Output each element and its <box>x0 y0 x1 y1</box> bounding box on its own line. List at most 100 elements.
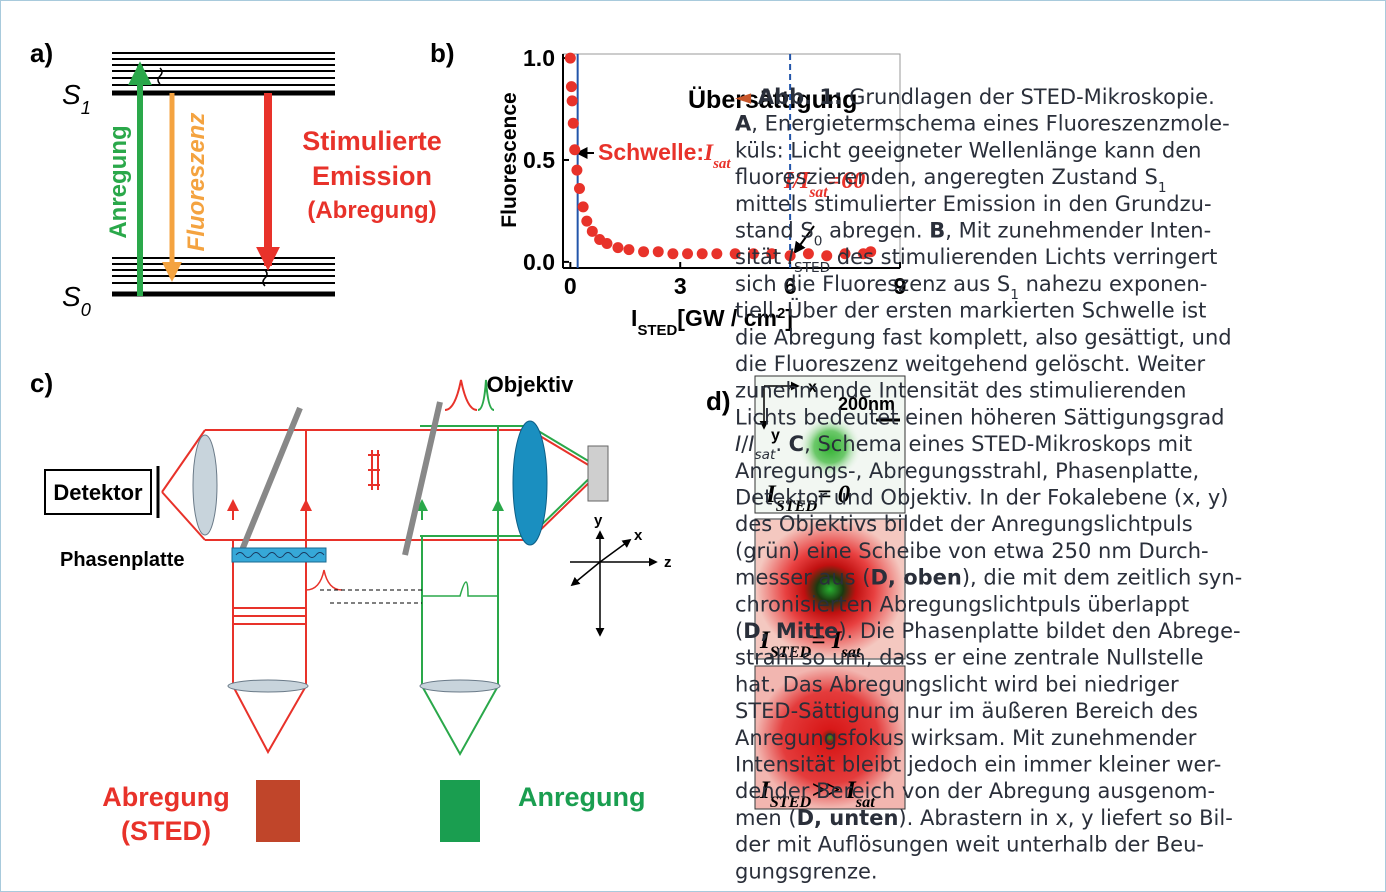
x-tick-label: 3 <box>674 273 687 299</box>
text-run: die Fluoreszenz weitgehend gelöscht. Wei… <box>735 352 1206 376</box>
y-tick-label: 1.0 <box>523 45 555 71</box>
text-run: 0 <box>814 234 823 250</box>
text-run: D, Mitte <box>743 619 838 643</box>
text-run: fluoreszierenden, angeregten Zustand S <box>735 165 1158 189</box>
caption-line: Intensität bleibt jedoch ein immer klein… <box>735 753 1221 777</box>
text-run: sat <box>712 156 731 172</box>
y-tick-label: 0.0 <box>523 249 555 275</box>
text-run: , Mit zunehmender Inten- <box>945 219 1211 243</box>
text-run: Grundlagen der STED-Mikroskopie. <box>842 85 1214 109</box>
text-run: chronisierten Abregungslichtpuls überlap… <box>735 592 1189 616</box>
caption-line: des Objektivs bildet der Anregungslichtp… <box>735 512 1193 536</box>
sted-laser <box>256 780 300 842</box>
caption-line: Detektor und Objektiv. In der Fokalebene… <box>735 486 1229 510</box>
caption-line: strahl so um, dass er eine zentrale Null… <box>735 646 1204 670</box>
caption-line: A, Energietermschema eines Fluoreszenzmo… <box>735 112 1230 136</box>
lens <box>420 680 500 692</box>
text-run: Schwelle: <box>598 139 704 165</box>
text-run: messer aus ( <box>735 566 870 590</box>
text-run: ), die mit dem zeitlich syn- <box>962 566 1242 590</box>
arrow-label: Stimulierte <box>302 126 442 156</box>
objective-lens <box>513 421 547 545</box>
text-run: men ( <box>735 806 797 830</box>
text-run: hat. Das Abregungslicht wird bei niedrig… <box>735 672 1179 696</box>
y-axis-label: Fluorescence <box>498 92 521 227</box>
caption-line: Anregungsfokus wirksam. Mit zunehmender <box>735 726 1197 750</box>
lens <box>193 435 217 535</box>
text-run: Intensität bleibt jedoch ein immer klein… <box>735 753 1221 777</box>
data-point <box>638 246 649 257</box>
data-point <box>697 248 708 259</box>
sample <box>588 446 608 501</box>
axis-label: y <box>594 512 603 529</box>
text-run: strahl so um, dass er eine zentrale Null… <box>735 646 1204 670</box>
text-run: . <box>775 432 788 456</box>
data-point <box>711 248 722 259</box>
data-point <box>653 246 664 257</box>
caption-line: zunehmende Intensität des stimulierenden <box>735 379 1186 403</box>
data-point <box>601 238 612 249</box>
data-point <box>612 242 623 253</box>
text-run: STED <box>637 322 677 339</box>
caption-line: die Fluoreszenz weitgehend gelöscht. Wei… <box>735 352 1206 376</box>
text-run: ( <box>735 619 743 643</box>
data-point <box>565 53 576 64</box>
data-point <box>623 244 634 255</box>
data-point <box>566 81 577 92</box>
text-run: die Abregung fast komplett, also gesätti… <box>735 325 1232 349</box>
text-run: ). Abrastern in x, y liefert so Bil- <box>898 806 1232 830</box>
laser-label: (STED) <box>121 816 211 846</box>
text-run: D, unten <box>797 806 899 830</box>
text-run: ). Die Phasenplatte bildet den Abrege- <box>838 619 1240 643</box>
text-run: B <box>929 219 945 243</box>
panel-label: a) <box>30 38 53 68</box>
caption-line: Lichts bedeutet einen höheren Sättigungs… <box>735 405 1224 429</box>
text-run: zunehmende Intensität des stimulierenden <box>735 379 1186 403</box>
text-run: nahezu exponen- <box>1019 272 1207 296</box>
arrow-label: Anregung <box>105 125 132 238</box>
objective-label: Objektiv <box>487 372 575 397</box>
text-run: , Schema eines STED-Mikroskops mit <box>804 432 1192 456</box>
data-point <box>568 118 579 129</box>
x-tick-label: 0 <box>564 273 577 299</box>
text-run: , Energietermschema eines Fluoreszenzmol… <box>751 112 1229 136</box>
caption-line: dender Bereich von der Abregung ausgenom… <box>735 779 1215 803</box>
text-run: Anregungs-, Abregungsstrahl, Phasenplatt… <box>735 459 1199 483</box>
caption-line: küls: Licht geeigneter Wellenlänge kann … <box>735 138 1201 162</box>
data-point <box>569 144 580 155</box>
text-run: Detektor und Objektiv. In der Fokalebene… <box>735 486 1229 510</box>
data-point <box>574 183 585 194</box>
arrow-label: Fluoreszenz <box>183 113 210 252</box>
panel-label: c) <box>30 368 53 398</box>
text-run: STED-Sättigung nur im äußeren Bereich de… <box>735 699 1198 723</box>
text-run: mittels stimulierter Emission in den Gru… <box>735 192 1212 216</box>
text-run: tiell. Über der ersten markierten Schwel… <box>735 298 1206 323</box>
text-run: ◄ <box>735 85 758 109</box>
phase-plate-label: Phasenplatte <box>60 549 184 571</box>
caption-line: men (D, unten). Abrastern in x, y liefer… <box>735 806 1233 830</box>
lens <box>228 680 308 692</box>
panel-label: b) <box>430 38 455 68</box>
laser-label: Anregung <box>518 782 646 812</box>
caption-line: mittels stimulierter Emission in den Gru… <box>735 192 1212 216</box>
text-run: S <box>62 281 81 312</box>
detector-label: Detektor <box>53 480 143 505</box>
axis-label: x <box>634 527 643 544</box>
y-tick-label: 0.5 <box>523 147 555 173</box>
phase-plate <box>232 548 326 562</box>
data-point <box>803 248 814 259</box>
data-point <box>567 95 578 106</box>
arrow-label: Emission <box>312 161 432 191</box>
data-point <box>667 248 678 259</box>
text-run: Abb. 1: <box>758 85 843 109</box>
caption-line: hat. Das Abregungslicht wird bei niedrig… <box>735 672 1179 696</box>
laser-label: Abregung <box>102 782 230 812</box>
figure: a) S1 S0 Anregung Fluoreszenz Stimuliert… <box>0 0 1386 892</box>
text-run: (grün) eine Scheibe von etwa 250 nm Durc… <box>735 539 1209 563</box>
text-run: abregen. <box>822 219 929 243</box>
text-run: 0 <box>81 300 91 320</box>
caption-line: der mit Auflösungen weit unterhalb der B… <box>735 833 1204 857</box>
text-run: des stimulierenden Lichts verringert <box>830 245 1217 269</box>
caption-line: messer aus (D, oben), die mit dem zeitli… <box>735 566 1242 590</box>
data-point <box>581 216 592 227</box>
